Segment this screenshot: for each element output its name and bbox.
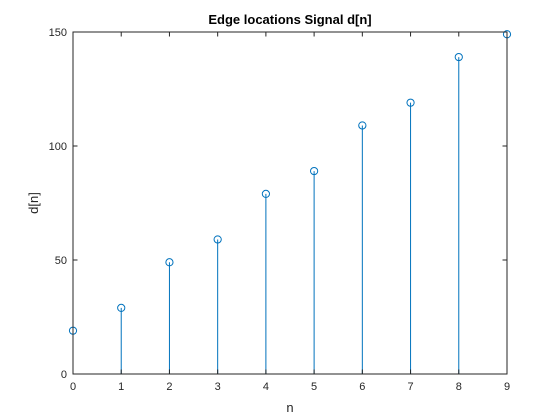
x-tick-label: 3	[215, 381, 221, 393]
x-tick-label: 8	[456, 381, 462, 393]
x-tick-label: 6	[359, 381, 365, 393]
y-tick-label: 0	[61, 369, 67, 381]
x-tick-label: 0	[70, 381, 76, 393]
x-tick-label: 2	[166, 381, 172, 393]
x-tick-label: 4	[263, 381, 269, 393]
stem-marker	[117, 303, 126, 312]
stem-marker	[310, 166, 319, 176]
y-tick-labels: 0 50 100 150	[49, 27, 67, 381]
stem-marker	[213, 235, 222, 244]
y-tick-label: 150	[49, 27, 67, 39]
y-tick-label: 100	[49, 141, 67, 153]
axes-frame	[72, 31, 508, 375]
axes-background	[73, 32, 507, 374]
chart-title: Edge locations Signal d[n]	[208, 12, 371, 27]
x-axis-label: n	[286, 400, 293, 415]
stem-marker	[358, 121, 367, 130]
y-tick-label: 50	[55, 255, 67, 267]
stem-marker	[261, 189, 270, 198]
axes-box	[72, 31, 508, 375]
stem-marker	[406, 98, 415, 107]
stem-marker	[165, 258, 174, 267]
x-tick-label: 1	[118, 381, 124, 393]
tick-marks	[72, 31, 508, 375]
y-axis-label: d[n]	[26, 192, 41, 214]
x-tick-label: 7	[407, 381, 413, 393]
x-tick-label: 9	[504, 381, 510, 393]
x-tick-labels: 0 1 2 3 4 5 6 7 8 9	[70, 381, 510, 393]
x-tick-label: 5	[311, 381, 317, 393]
stem-marker	[454, 52, 463, 62]
